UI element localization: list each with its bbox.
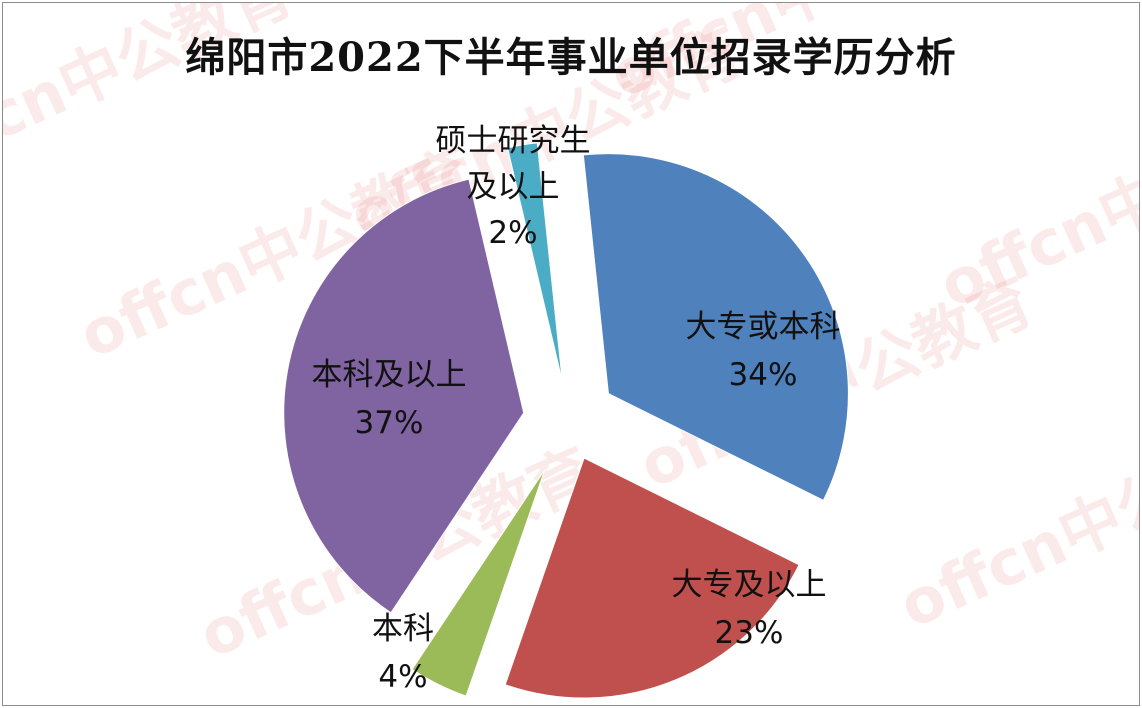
slice-value-label: 2% xyxy=(488,215,537,251)
pie-slice xyxy=(504,457,800,699)
slice-category-label: 本科 xyxy=(372,611,434,647)
slice-category-label: 及以上 xyxy=(467,169,560,205)
slice-value-label: 37% xyxy=(355,405,424,441)
slice-category-label: 本科及以上 xyxy=(312,357,467,393)
pie-slice xyxy=(582,153,849,501)
chart-title: 绵阳市2022下半年事业单位招录学历分析 xyxy=(185,34,957,81)
pie-slice xyxy=(411,469,546,697)
slice-value-label: 4% xyxy=(378,659,427,695)
slice-value-label: 34% xyxy=(729,357,798,393)
slice-value-label: 23% xyxy=(715,615,784,651)
slice-category-label: 大专及以上 xyxy=(672,567,827,603)
slice-category-label: 硕士研究生 xyxy=(436,123,591,159)
slice-category-label: 大专或本科 xyxy=(686,309,841,345)
pie-slice xyxy=(283,178,525,614)
pie-slice xyxy=(506,142,563,382)
